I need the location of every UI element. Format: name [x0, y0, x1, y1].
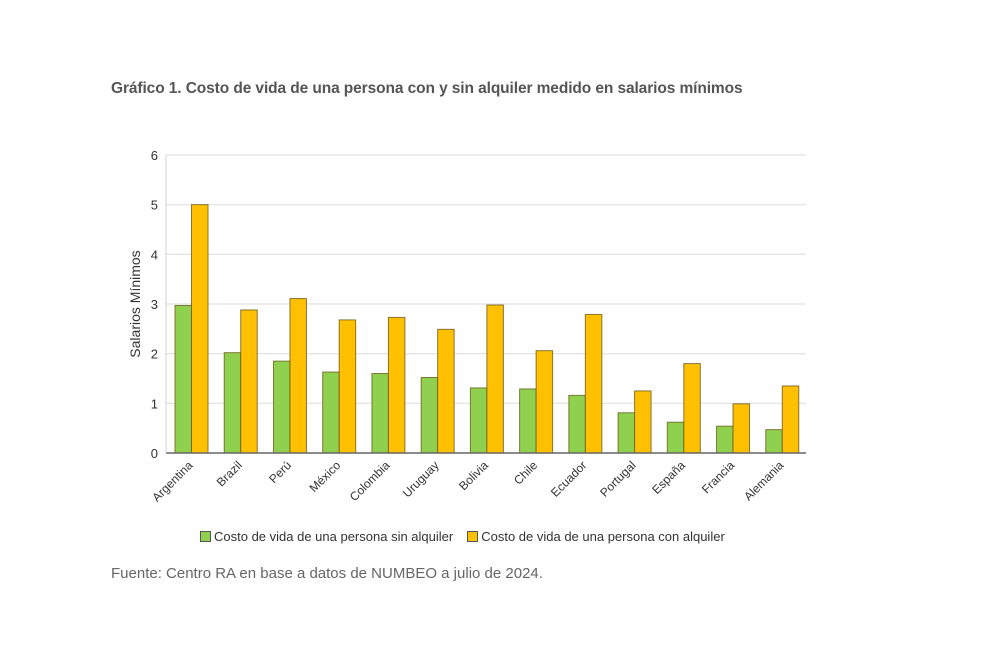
bar-con-alquiler	[535, 350, 554, 454]
y-axis-label: Salarios Mínimos	[127, 250, 143, 357]
gridlines	[166, 154, 806, 404]
bar-con-alquiler	[289, 298, 307, 454]
y-tick-label: 2	[151, 347, 158, 362]
bar-sin-alquiler	[716, 425, 734, 454]
bar-sin-alquiler	[174, 304, 192, 454]
y-tick-labels: 0 1 2 3 4 5 6	[151, 148, 158, 461]
bar-sin-alquiler	[223, 352, 242, 454]
bar-sin-alquiler	[469, 387, 488, 454]
x-tick-label: Argentina	[149, 458, 195, 504]
chart-title: Gráfico 1. Costo de vida de una persona …	[111, 80, 743, 97]
bar-con-alquiler	[486, 304, 504, 454]
bar-con-alquiler	[191, 204, 209, 454]
legend-label: Costo de vida de una persona sin alquile…	[214, 529, 454, 544]
y-tick-label: 4	[151, 247, 158, 262]
x-tick-label: Colombia	[347, 458, 393, 504]
bar-sin-alquiler	[322, 371, 340, 454]
x-tick-label: España	[649, 458, 688, 497]
y-tick-label: 0	[151, 446, 158, 461]
legend-item-sin-alquiler: Costo de vida de una persona sin alquile…	[200, 529, 453, 544]
x-tick-label: Uruguay	[400, 458, 442, 500]
bar-con-alquiler	[732, 403, 751, 454]
y-tick-label: 5	[151, 198, 158, 213]
bar-sin-alquiler	[666, 421, 685, 454]
x-tick-label: Ecuador	[548, 458, 590, 500]
legend-item-con-alquiler: Costo de vida de una persona con alquile…	[467, 529, 725, 544]
y-tick-label: 6	[151, 148, 158, 163]
legend-swatch-orange	[467, 531, 479, 542]
legend: Costo de vida de una persona sin alquile…	[200, 529, 739, 544]
x-tick-label: Alemania	[741, 458, 787, 504]
source-note: Fuente: Centro RA en base a datos de NUM…	[111, 565, 543, 582]
x-tick-label: Bolivia	[456, 458, 491, 493]
bar-con-alquiler	[781, 385, 800, 454]
bar-con-alquiler	[634, 390, 652, 454]
x-tick-label: México	[307, 458, 344, 495]
x-tick-label: Portugal	[597, 458, 639, 500]
x-tick-label: Francia	[699, 458, 737, 496]
bar-con-alquiler	[683, 363, 701, 454]
x-tick-labels: Argentina Brazil Perú México Colombia Uruguay…	[149, 458, 786, 504]
bar-sin-alquiler	[568, 394, 586, 454]
bar-con-alquiler	[584, 313, 603, 454]
bar-con-alquiler	[338, 319, 357, 454]
bar-con-alquiler	[240, 309, 258, 454]
x-tick-label: Brazil	[214, 458, 245, 489]
y-tick-label: 1	[151, 396, 158, 411]
y-tick-label: 3	[151, 297, 158, 312]
bar-sin-alquiler	[272, 360, 291, 454]
x-tick-label: Perú	[266, 458, 294, 486]
bar-sin-alquiler	[420, 377, 439, 454]
x-tick-label: Chile	[511, 458, 540, 487]
bar-con-alquiler	[437, 328, 455, 454]
bar-sin-alquiler	[519, 388, 537, 454]
bar-sin-alquiler	[617, 412, 636, 454]
legend-swatch-green	[200, 531, 211, 542]
bar-sin-alquiler	[371, 373, 389, 454]
bar-sin-alquiler	[765, 429, 783, 454]
bars	[174, 204, 800, 454]
legend-label: Costo de vida de una persona con alquile…	[481, 529, 725, 544]
bar-con-alquiler	[387, 316, 406, 454]
